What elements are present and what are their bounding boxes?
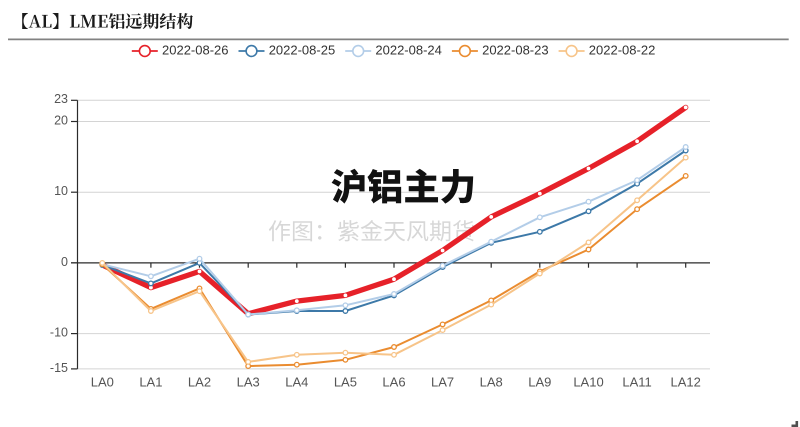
svg-text:2022-08-22: 2022-08-22	[589, 43, 656, 58]
svg-text:-15: -15	[50, 361, 68, 375]
svg-text:2022-08-26: 2022-08-26	[162, 43, 229, 58]
svg-text:LA1: LA1	[139, 374, 162, 389]
svg-text:2022-08-25: 2022-08-25	[269, 43, 336, 58]
svg-text:LA11: LA11	[622, 374, 651, 389]
svg-text:2022-08-23: 2022-08-23	[482, 43, 548, 58]
svg-text:LA3: LA3	[237, 374, 260, 389]
svg-text:LA4: LA4	[285, 374, 308, 389]
svg-text:20: 20	[54, 113, 68, 127]
svg-text:LA10: LA10	[573, 374, 603, 389]
svg-text:10: 10	[54, 184, 68, 198]
svg-text:LA0: LA0	[91, 374, 114, 389]
svg-text:LA7: LA7	[431, 374, 454, 389]
svg-text:LA6: LA6	[382, 374, 405, 389]
svg-text:LA2: LA2	[188, 374, 211, 389]
svg-text:LA8: LA8	[480, 374, 503, 389]
svg-text:LA9: LA9	[528, 374, 551, 389]
svg-text:2022-08-24: 2022-08-24	[375, 43, 442, 58]
svg-text:23: 23	[54, 92, 68, 106]
svg-text:LA5: LA5	[334, 374, 357, 389]
svg-text:LA12: LA12	[671, 374, 701, 389]
svg-text:-10: -10	[50, 326, 68, 340]
svg-text:0: 0	[61, 255, 68, 269]
